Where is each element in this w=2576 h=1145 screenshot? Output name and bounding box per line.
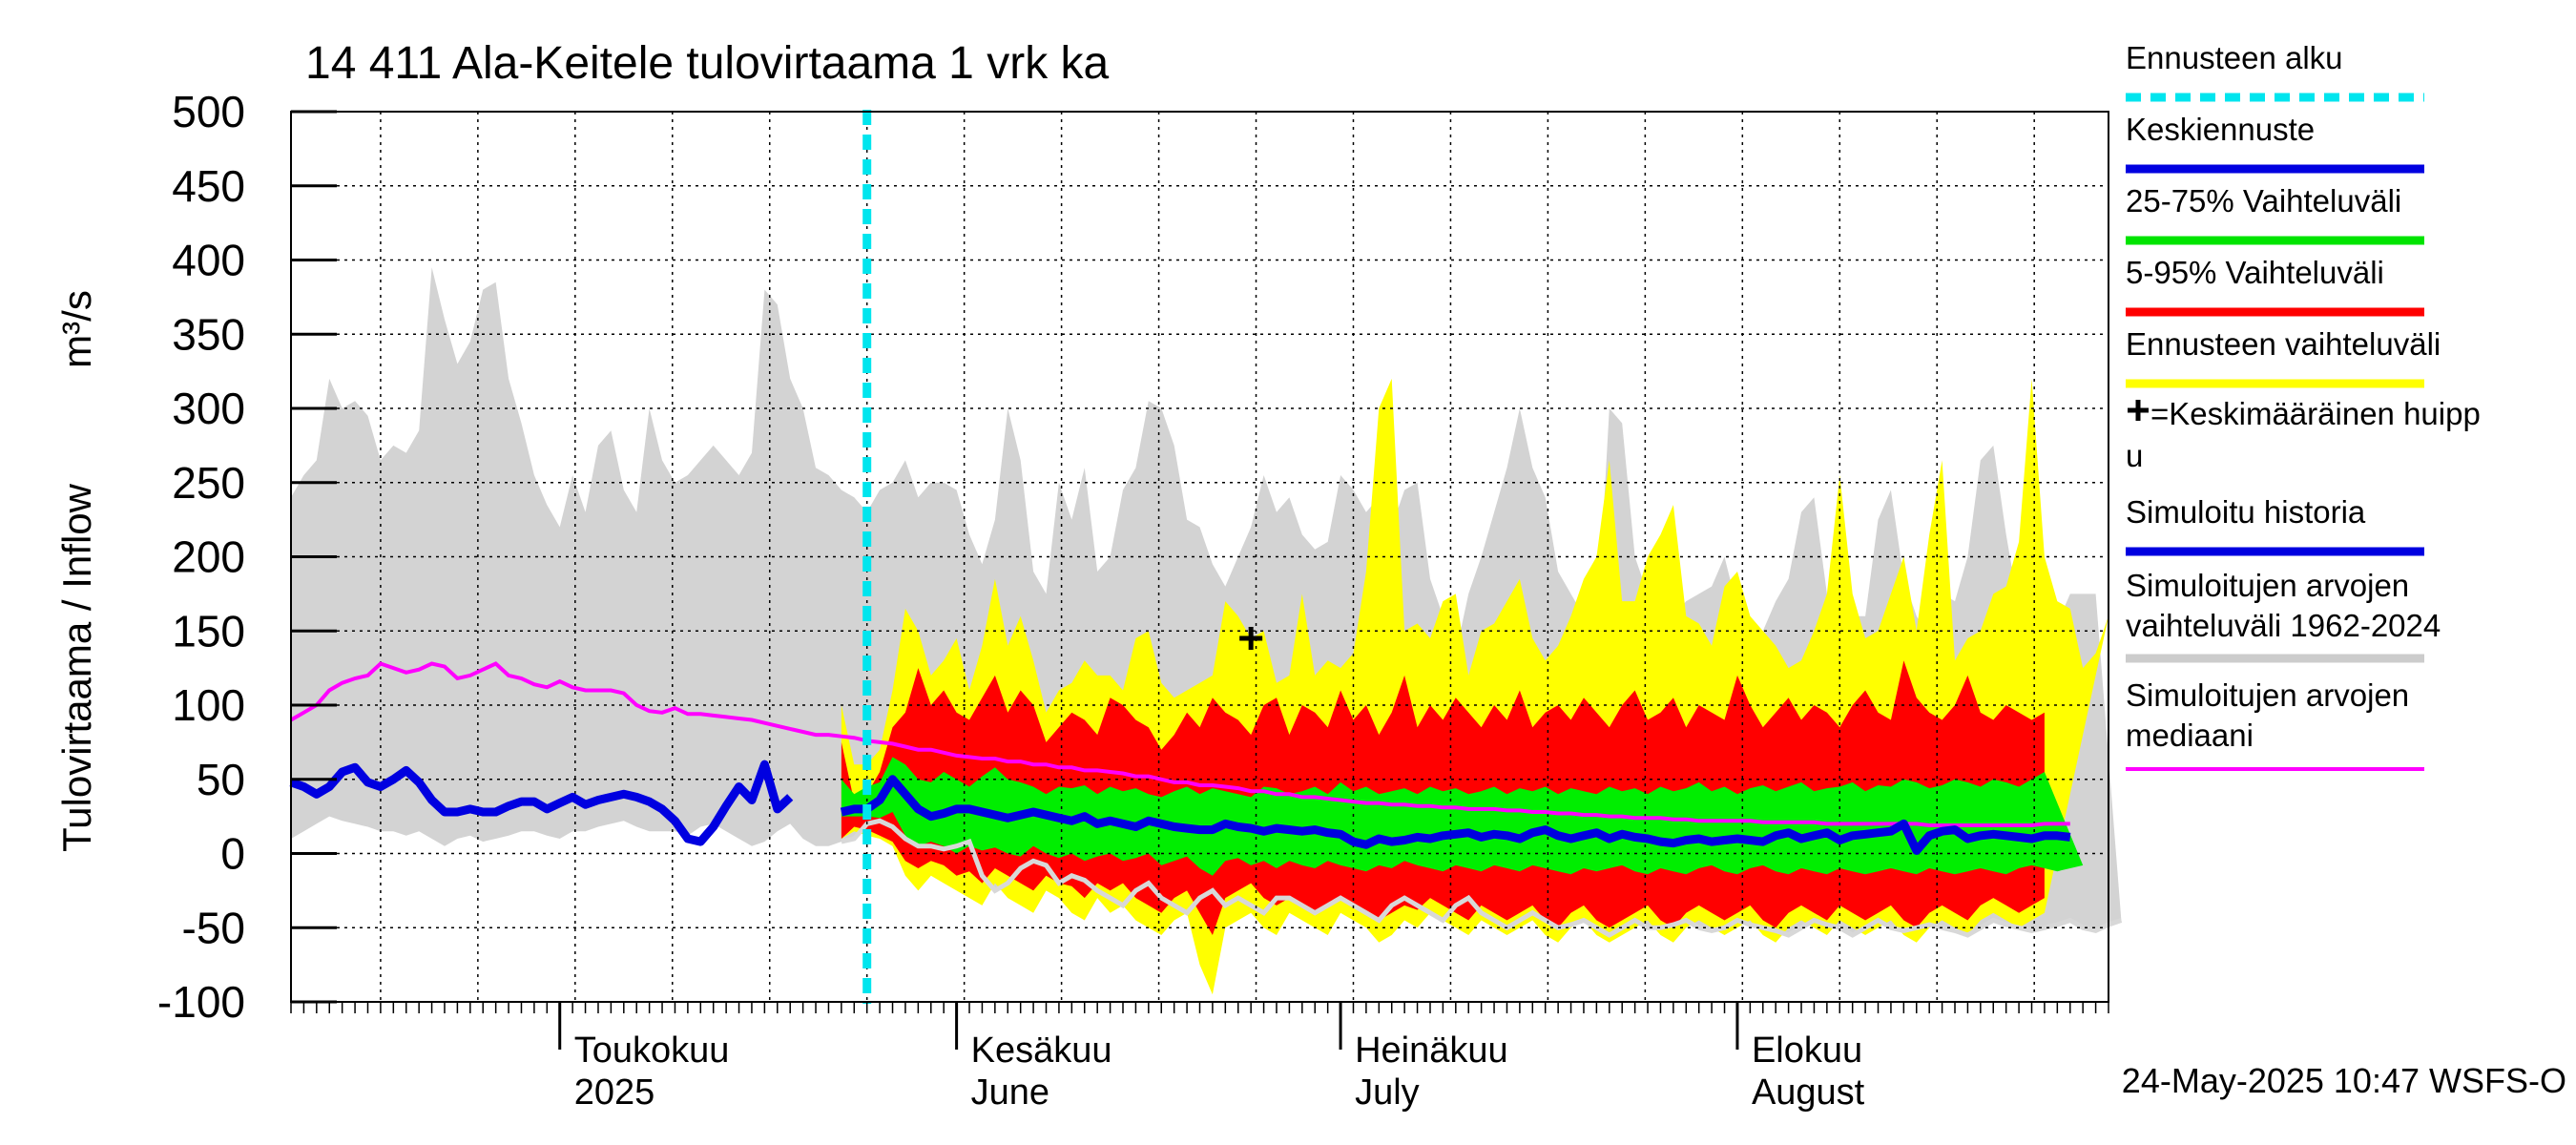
y-axis-label: Tulovirtaama / Inflow — [54, 483, 99, 852]
month-label: Kesäkuu — [971, 1030, 1112, 1071]
y-tick-label: 0 — [220, 829, 245, 879]
legend-label-wrap: mediaani — [2126, 718, 2254, 753]
lines-layer — [289, 110, 2071, 1004]
month-label: Heinäkuu — [1355, 1030, 1508, 1071]
y-tick-label: -50 — [182, 903, 245, 952]
historical-lower-line — [841, 818, 2123, 938]
mean-forecast-line — [840, 775, 2071, 855]
y-tick-label: 350 — [172, 309, 245, 359]
bands-layer — [291, 267, 2123, 995]
y-tick-label: 200 — [172, 532, 245, 582]
median-line — [290, 661, 2070, 827]
legend-label: Keskiennuste — [2126, 112, 2315, 147]
legend-label: Simuloitu historia — [2126, 494, 2366, 530]
y-tick-label: 300 — [172, 384, 245, 433]
legend-label: =Keskimääräinen huipp — [2150, 396, 2481, 431]
month-sublabel: August — [1752, 1072, 1865, 1113]
simulated-history-line — [289, 760, 794, 846]
month-sublabel: June — [971, 1072, 1049, 1113]
legend-label: Ennusteen alku — [2126, 40, 2343, 75]
y-axis-unit: m³/s — [54, 290, 99, 368]
legend-label: 5-95% Vaihteluväli — [2126, 255, 2384, 290]
legend-label: Simuloitujen arvojen — [2126, 568, 2409, 603]
month-sublabel: 2025 — [574, 1072, 655, 1113]
month-label: Elokuu — [1752, 1030, 1862, 1071]
month-label: Toukokuu — [574, 1030, 730, 1071]
y-tick-label: 50 — [197, 755, 245, 804]
y-tick-label: 100 — [172, 680, 245, 730]
legend: Ennusteen alku Keskiennuste 25-75% Vaihtel… — [2126, 40, 2481, 771]
y-tick-label: -100 — [157, 977, 245, 1027]
legend-label-wrap: vaihteluväli 1962-2024 — [2126, 608, 2441, 643]
legend-label: Simuloitujen arvojen — [2126, 677, 2409, 713]
y-tick-label: 250 — [172, 458, 245, 508]
legend-label: 25-75% Vaihteluväli — [2126, 183, 2401, 219]
axes-layer: -100 -50 0 50 100 150 200 250 300 350 400 450 500 Tou… — [157, 87, 2109, 1113]
mean-peak-marker — [1239, 627, 1263, 651]
range-25-75-band — [841, 757, 2084, 876]
y-tick-label: 150 — [172, 606, 245, 656]
legend-cross-icon — [2128, 400, 2149, 421]
month-sublabel: July — [1355, 1072, 1420, 1113]
chart-title: 14 411 Ala-Keitele tulovirtaama 1 vrk ka — [305, 38, 1110, 89]
timestamp: 24-May-2025 10:47 WSFS-O — [2122, 1061, 2566, 1100]
y-tick-label: 450 — [172, 161, 245, 211]
y-tick-label: 500 — [172, 87, 245, 136]
legend-label-wrap: u — [2126, 438, 2143, 473]
y-tick-label: 400 — [172, 236, 245, 285]
legend-label: Ennusteen vaihteluväli — [2126, 326, 2441, 362]
